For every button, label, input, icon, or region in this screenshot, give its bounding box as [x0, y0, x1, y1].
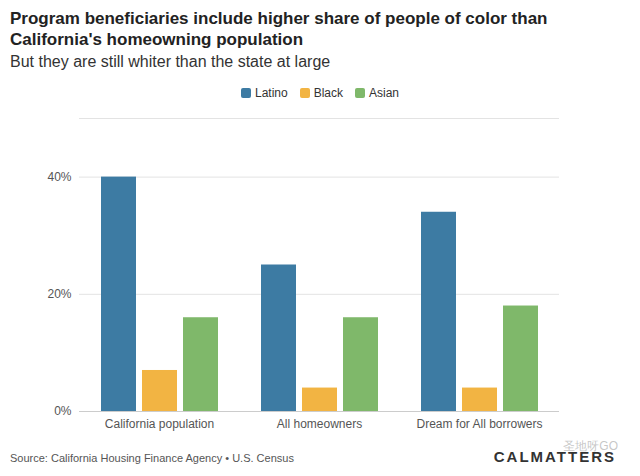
html-text:But they are still whiter than: But they are still whiter than the state…	[10, 53, 331, 70]
html-text:Asian: Asian	[369, 86, 399, 100]
svg-text:All homeowners: All homeowners	[277, 417, 362, 431]
html-text:CALMATTERS: CALMATTERS	[493, 448, 616, 465]
svg-text:California population: California population	[105, 417, 214, 431]
svg-text:0%: 0%	[54, 404, 72, 418]
html-text:圣地呀GO: 圣地呀GO	[563, 439, 618, 453]
html-text:Black: Black	[313, 86, 343, 100]
svg-text:40%: 40%	[47, 170, 71, 184]
html-text:Program beneficiaries include: Program beneficiaries include higher sha…	[10, 9, 548, 49]
html-text:Source: California Housing Fin: Source: California Housing Finance Agenc…	[10, 452, 294, 464]
svg-text:Dream for All borrowers: Dream for All borrowers	[416, 417, 542, 431]
svg-text:20%: 20%	[47, 287, 71, 301]
html-text:Latino: Latino	[255, 86, 288, 100]
